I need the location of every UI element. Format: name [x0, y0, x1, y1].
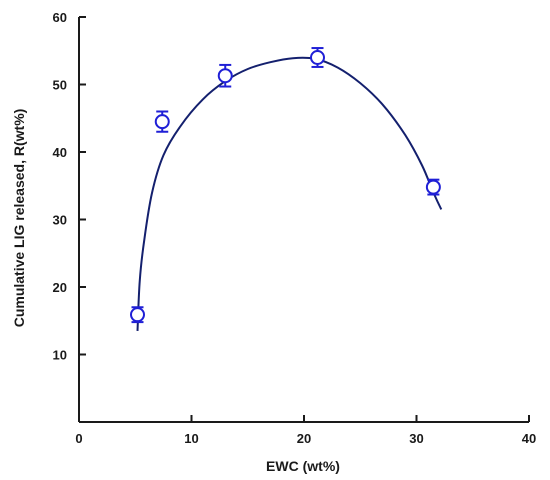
y-tick-label: 50 [53, 78, 67, 93]
data-point-marker [425, 179, 441, 195]
x-tick-label: 40 [522, 431, 536, 446]
y-tick-label: 10 [53, 348, 67, 363]
data-point-group [217, 63, 233, 88]
y-tick-label: 40 [53, 145, 67, 160]
fit-curve [136, 56, 443, 331]
x-tick-label: 30 [409, 431, 423, 446]
x-tick-label: 20 [297, 431, 311, 446]
y-axis-label: Cumulative LIG released, R(wt%) [11, 109, 27, 328]
x-axis-label: EWC (wt%) [266, 458, 340, 474]
axes: 0 10 20 30 40 10 20 30 40 50 60 [53, 10, 537, 446]
data-point-group [310, 47, 325, 68]
data-point-group [425, 178, 441, 196]
data-point-marker [310, 50, 325, 65]
x-tick-label: 10 [184, 431, 198, 446]
y-tick-label: 20 [53, 280, 67, 295]
data-point-marker [130, 307, 145, 323]
x-tick-label: 0 [75, 431, 82, 446]
y-tick-label: 30 [53, 213, 67, 228]
data-point-group [130, 306, 145, 324]
data-points-layer [130, 47, 441, 324]
data-point-group [154, 110, 170, 133]
data-point-marker [154, 114, 170, 130]
y-tick-label: 60 [53, 10, 67, 25]
data-point-marker [217, 68, 233, 84]
fit-curve-layer [136, 56, 443, 331]
